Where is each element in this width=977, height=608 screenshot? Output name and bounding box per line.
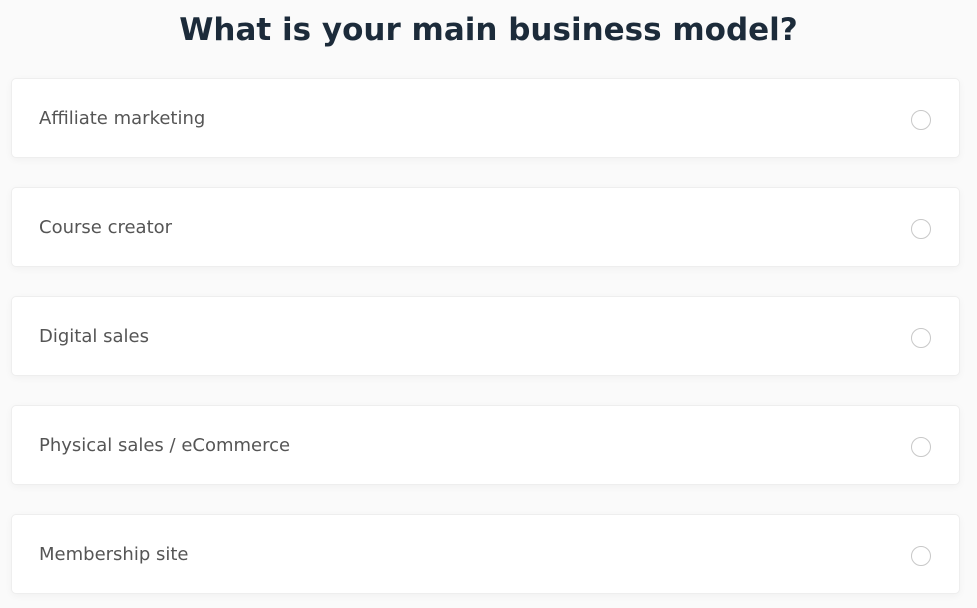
option-course-creator[interactable]: Course creator bbox=[11, 187, 960, 267]
page-title: What is your main business model? bbox=[179, 12, 798, 48]
radio-icon[interactable] bbox=[911, 328, 931, 348]
radio-icon[interactable] bbox=[911, 110, 931, 130]
option-label: Digital sales bbox=[39, 326, 149, 347]
option-label: Affiliate marketing bbox=[39, 108, 206, 129]
radio-icon[interactable] bbox=[911, 219, 931, 239]
option-affiliate-marketing[interactable]: Affiliate marketing bbox=[11, 78, 960, 158]
option-label: Course creator bbox=[39, 217, 173, 238]
option-digital-sales[interactable]: Digital sales bbox=[11, 296, 960, 376]
radio-icon[interactable] bbox=[911, 546, 931, 566]
option-membership-site[interactable]: Membership site bbox=[11, 514, 960, 594]
option-label: Physical sales / eCommerce bbox=[39, 435, 291, 456]
option-physical-sales[interactable]: Physical sales / eCommerce bbox=[11, 405, 960, 485]
radio-icon[interactable] bbox=[911, 437, 931, 457]
option-label: Membership site bbox=[39, 544, 189, 565]
